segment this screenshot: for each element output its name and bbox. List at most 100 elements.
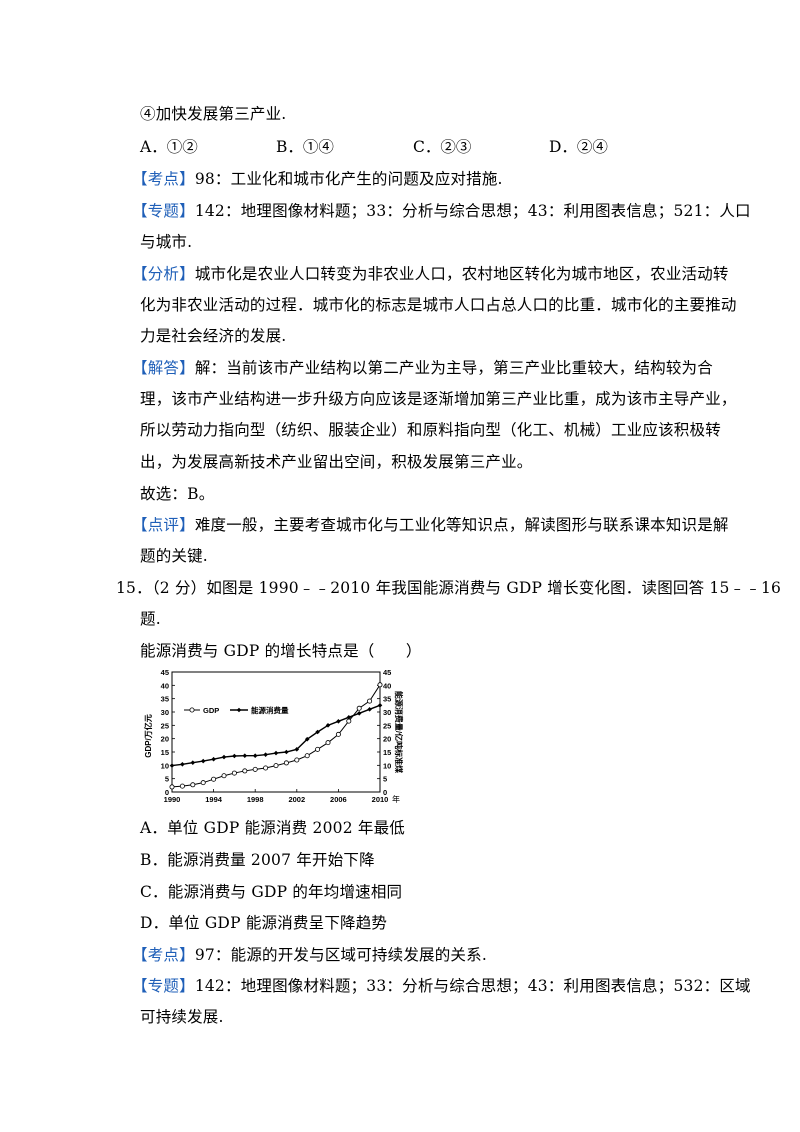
y-right-tick-label: 15 xyxy=(383,748,391,757)
y-right-tick-label: 0 xyxy=(383,788,387,797)
q15-option-b: B．能源消费量 2007 年开始下降 xyxy=(140,851,375,869)
q15-zhuanti-tag: 【专题】 xyxy=(132,977,195,995)
y-right-axis-label: 能源消费量/亿吨标准煤 xyxy=(394,691,404,773)
x-tick-label: 2010 xyxy=(372,795,389,804)
gdp-point xyxy=(190,782,196,788)
y-left-tick-label: 35 xyxy=(161,695,169,704)
kaodian-text: 98：工业化和城市化产生的问题及应对措施. xyxy=(194,170,503,188)
fenxi-tag: 【分析】 xyxy=(132,265,195,283)
x-tick-label: 2006 xyxy=(330,795,347,804)
q14-dianping: 【点评】难度一般，主要考查城市化与工业化等知识点，解读图形与联系课本知识是解 xyxy=(132,515,729,535)
gdp-point xyxy=(200,780,206,786)
energy-point xyxy=(263,752,268,757)
y-right-tick-label: 20 xyxy=(383,735,391,744)
x-tick-label: 2002 xyxy=(288,795,305,804)
gdp-point xyxy=(263,765,269,771)
energy-point xyxy=(377,703,383,708)
y-right-tick-label: 45 xyxy=(383,668,391,677)
q14-jieda-line-4: 出，为发展高新技术产业留出空间，积极发展第三产业。 xyxy=(140,453,533,471)
energy-point xyxy=(346,715,352,720)
y-left-tick-label: 5 xyxy=(165,775,169,784)
energy-point xyxy=(242,753,248,759)
series-line-gdp xyxy=(171,684,381,788)
y-left-tick-label: 0 xyxy=(165,788,169,797)
q14-answer: 故选：B。 xyxy=(140,485,215,503)
dianping-tag: 【点评】 xyxy=(132,516,195,534)
energy-point xyxy=(336,719,341,724)
zhuanti-tag: 【专题】 xyxy=(132,202,195,220)
q14-item-4: ④加快发展第三产业. xyxy=(140,105,287,123)
gdp-energy-chart: 0 5 10 15 20 25 30 35 40 45 0 5 10 15 20 25 30 35 40 45 1990… xyxy=(143,668,404,804)
q14-jieda-line-3: 所以劳动力指向型（纺织、服装企业）和原料指向型（化工、机械）工业应该积极转 xyxy=(140,421,721,439)
jieda-line-1: 解：当前该市产业结构以第二产业为主导，第三产业比重较大，结构较为合 xyxy=(194,359,713,377)
q15-zhuanti-line-2: 可持续发展. xyxy=(140,1008,224,1026)
energy-point xyxy=(180,761,185,767)
x-tick-label: 1994 xyxy=(205,795,223,804)
plot-frame xyxy=(171,671,381,793)
y-left-axis-label: GDP/万亿元 xyxy=(143,714,153,758)
energy-point xyxy=(294,747,300,752)
energy-point xyxy=(232,753,237,759)
gdp-point xyxy=(242,768,248,774)
q14-option-d: D．②④ xyxy=(549,138,608,156)
q14-zhuanti: 【专题】142：地理图像材料题；33：分析与综合思想；43：利用图表信息；521… xyxy=(132,201,751,221)
y-right-tick-label: 5 xyxy=(383,775,387,784)
gdp-point xyxy=(231,770,237,776)
q14-jieda: 【解答】解：当前该市产业结构以第二产业为主导，第三产业比重较大，结构较为合 xyxy=(132,358,713,378)
gdp-point xyxy=(335,731,341,737)
energy-point xyxy=(367,707,372,712)
y-left-tick-label: 30 xyxy=(161,708,169,717)
x-tick-label: 1998 xyxy=(247,795,264,804)
energy-point xyxy=(169,763,175,768)
q15-zhuanti: 【专题】142：地理图像材料题；33：分析与综合思想；43：利用图表信息；532… xyxy=(132,976,751,996)
gdp-point xyxy=(273,763,279,769)
x-tick-label: 1990 xyxy=(164,795,181,804)
q15-zhuanti-line-1: 142：地理图像材料题；33：分析与综合思想；43：利用图表信息；532：区域 xyxy=(194,977,751,995)
gdp-point xyxy=(283,760,289,766)
y-right-tick-label: 25 xyxy=(383,721,391,730)
y-left-tick-label: 40 xyxy=(161,681,169,690)
dianping-line-1: 难度一般，主要考查城市化与工业化等知识点，解读图形与联系课本知识是解 xyxy=(194,516,729,534)
y-left-tick-label: 15 xyxy=(161,748,169,757)
q15-option-a: A．单位 GDP 能源消费 2002 年最低 xyxy=(140,819,405,837)
q15-stem-line-2: 题. xyxy=(140,610,161,628)
energy-point xyxy=(304,736,310,742)
fenxi-line-1: 城市化是农业人口转变为非农业人口，农村地区转化为城市地区，农业活动转 xyxy=(194,265,729,283)
energy-point xyxy=(325,723,331,728)
zhuanti-line-1: 142：地理图像材料题；33：分析与综合思想；43：利用图表信息；521：人口 xyxy=(194,202,751,220)
q14-zhuanti-line-2: 与城市. xyxy=(140,233,193,251)
gdp-point xyxy=(315,746,321,752)
gdp-point xyxy=(294,757,300,763)
y-left-tick-label: 25 xyxy=(161,721,169,730)
q14-jieda-line-2: 理，该市产业结构进一步升级方向应该是逐渐增加第三产业比重，成为该市主导产业， xyxy=(140,390,737,408)
y-right-tick-label: 10 xyxy=(383,761,391,770)
q15-question: 能源消费与 GDP 的增长特点是（ ） xyxy=(140,642,422,660)
legend-energy-label: 能源消费量 xyxy=(251,705,289,715)
gdp-point xyxy=(377,682,383,688)
gdp-point xyxy=(325,740,331,746)
y-left-tick-label: 20 xyxy=(161,735,169,744)
energy-point xyxy=(221,754,227,760)
energy-point xyxy=(284,749,289,755)
y-right-tick-label: 40 xyxy=(383,681,391,690)
legend-gdp-label: GDP xyxy=(203,706,219,715)
jieda-tag: 【解答】 xyxy=(132,359,195,377)
gdp-point xyxy=(252,766,258,772)
gdp-point xyxy=(367,698,373,704)
q15-stem-line-1: 15．（2 分）如图是 1990﹣﹣2010 年我国能源消费与 GDP 增长变化… xyxy=(116,579,782,597)
y-left-tick-label: 10 xyxy=(161,761,169,770)
energy-point xyxy=(273,750,279,756)
energy-point xyxy=(252,753,258,759)
y-right-tick-label: 35 xyxy=(383,695,391,704)
q15-option-c: C．能源消费与 GDP 的年均增速相同 xyxy=(140,883,403,901)
gdp-point xyxy=(179,783,185,789)
energy-point xyxy=(356,711,362,716)
legend-energy-marker xyxy=(236,707,242,713)
energy-point xyxy=(211,756,216,762)
q15-kaodian-tag: 【考点】 xyxy=(132,946,195,964)
x-unit-label: 年 xyxy=(392,794,400,804)
q15-kaodian-text: 97：能源的开发与区域可持续发展的关系. xyxy=(194,946,487,964)
gdp-point xyxy=(304,753,310,759)
q14-fenxi: 【分析】城市化是农业人口转变为非农业人口，农村地区转化为城市地区，农业活动转 xyxy=(132,264,729,284)
gdp-point xyxy=(169,784,175,790)
